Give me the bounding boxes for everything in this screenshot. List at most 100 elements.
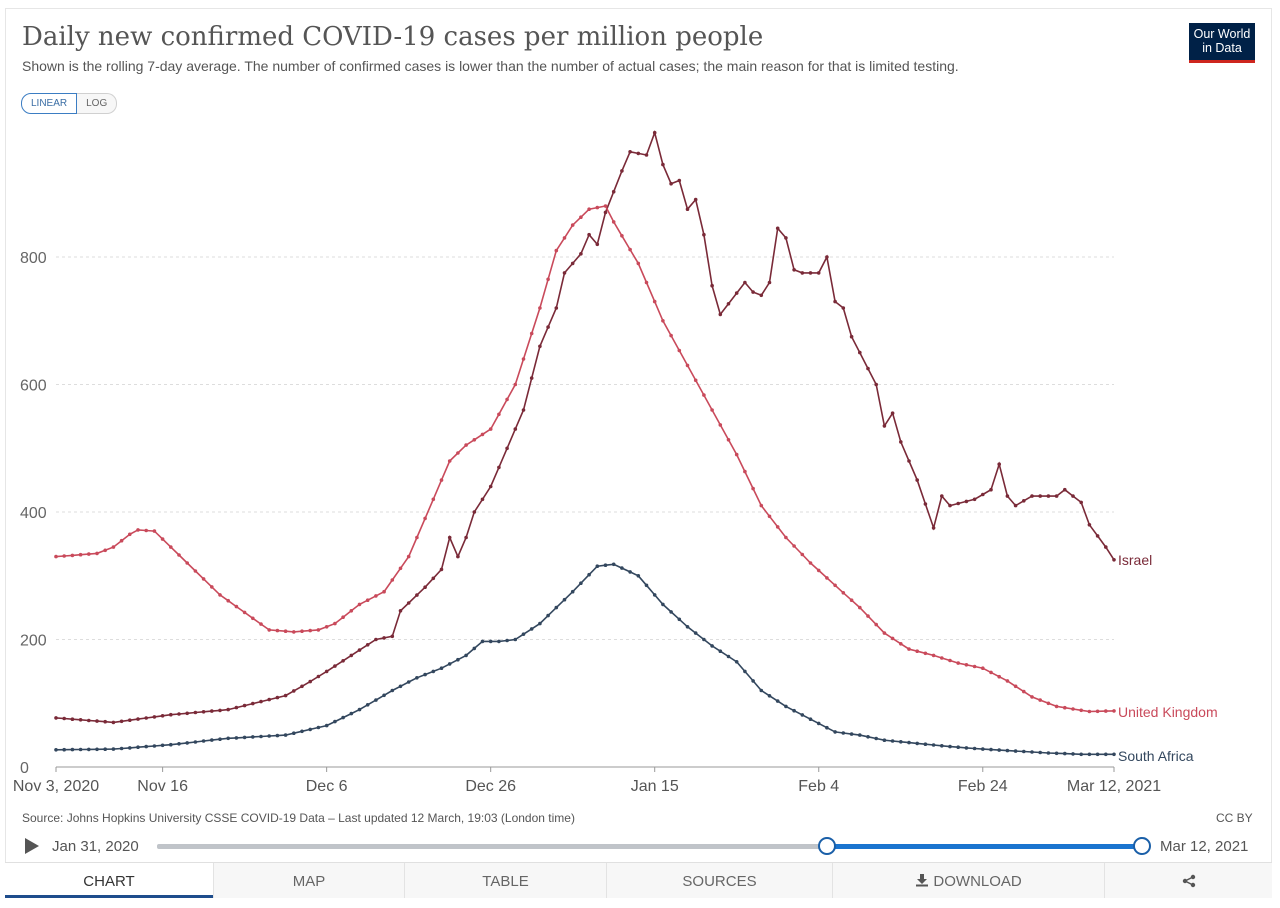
- tab-share[interactable]: [1104, 863, 1272, 898]
- tab-map[interactable]: MAP: [213, 863, 404, 898]
- data-point: [546, 613, 550, 618]
- download-icon: [916, 874, 929, 887]
- license-link[interactable]: CC BY: [1216, 811, 1253, 825]
- data-point: [800, 713, 805, 717]
- data-point: [669, 181, 673, 186]
- data-point: [357, 707, 362, 712]
- tab-sources[interactable]: SOURCES: [606, 863, 832, 898]
- data-point: [595, 205, 600, 210]
- data-point: [423, 516, 427, 521]
- series-label: Israel: [1118, 552, 1152, 568]
- data-point: [316, 674, 321, 679]
- data-point: [87, 747, 91, 752]
- data-point: [940, 744, 944, 748]
- data-point: [1063, 751, 1067, 756]
- data-point: [931, 743, 936, 747]
- data-point: [972, 664, 977, 669]
- data-point: [1046, 494, 1051, 498]
- data-point: [406, 601, 411, 605]
- data-point: [521, 408, 526, 412]
- timeline-track[interactable]: [157, 844, 1142, 849]
- play-button[interactable]: [25, 838, 39, 854]
- tab-table[interactable]: TABLE: [404, 863, 606, 898]
- data-point: [234, 604, 239, 609]
- log-scale-button[interactable]: LOG: [77, 93, 118, 114]
- data-point: [866, 366, 870, 371]
- data-point: [710, 283, 714, 288]
- data-point: [981, 747, 985, 751]
- data-point: [497, 639, 501, 644]
- data-point: [406, 554, 411, 559]
- data-point: [751, 486, 755, 491]
- data-point: [169, 545, 173, 549]
- data-point: [677, 348, 682, 353]
- data-point: [636, 261, 641, 266]
- data-point: [956, 745, 960, 749]
- tab-bar: CHART MAP TABLE SOURCES DOWNLOAD: [5, 862, 1272, 899]
- y-tick-label: 600: [20, 378, 47, 395]
- linear-scale-button[interactable]: LINEAR: [21, 93, 78, 114]
- owid-logo[interactable]: Our World in Data: [1189, 23, 1255, 63]
- data-point: [210, 585, 214, 589]
- x-tick-label: Nov 3, 2020: [13, 778, 99, 795]
- data-point: [620, 234, 624, 238]
- tab-download[interactable]: DOWNLOAD: [832, 863, 1104, 898]
- data-point: [62, 554, 66, 558]
- data-point: [193, 740, 198, 744]
- data-point: [849, 732, 854, 736]
- data-point: [538, 344, 542, 349]
- data-point: [923, 651, 928, 656]
- data-point: [95, 747, 99, 752]
- data-point: [398, 684, 403, 689]
- data-point: [398, 609, 403, 613]
- data-point: [825, 725, 829, 730]
- data-point: [874, 622, 878, 627]
- data-point: [874, 382, 878, 387]
- data-point: [357, 648, 362, 652]
- data-point: [899, 440, 903, 444]
- data-point: [251, 616, 255, 621]
- data-point: [972, 746, 977, 751]
- data-point: [357, 602, 362, 607]
- data-point: [570, 589, 575, 594]
- data-point: [661, 602, 665, 607]
- data-point: [562, 236, 567, 240]
- data-point: [702, 637, 706, 642]
- data-point: [242, 610, 247, 615]
- x-tick-label: Feb 24: [958, 778, 1008, 795]
- data-point: [70, 553, 75, 558]
- data-point: [251, 735, 255, 739]
- data-point: [423, 585, 427, 589]
- data-point: [611, 220, 616, 224]
- data-point: [784, 535, 788, 540]
- data-point: [316, 725, 321, 730]
- data-point: [210, 709, 214, 713]
- data-point: [95, 719, 99, 723]
- data-point: [472, 438, 477, 442]
- tab-chart[interactable]: CHART: [5, 863, 213, 898]
- data-point: [365, 598, 370, 602]
- timeline-start-handle[interactable]: [817, 837, 836, 855]
- data-point: [611, 189, 616, 194]
- data-point: [997, 748, 1001, 752]
- data-point: [923, 502, 928, 506]
- data-point: [1046, 751, 1051, 755]
- data-point: [628, 150, 632, 154]
- data-point: [858, 733, 862, 737]
- data-point: [1063, 705, 1067, 710]
- y-tick-label: 0: [20, 760, 29, 777]
- data-point: [1079, 500, 1083, 505]
- data-point: [726, 654, 731, 659]
- data-point: [800, 271, 805, 275]
- data-point: [316, 628, 321, 632]
- data-point: [136, 717, 140, 721]
- data-point: [472, 646, 477, 651]
- timeline-end-handle[interactable]: [1133, 837, 1151, 855]
- data-point: [1013, 749, 1018, 753]
- data-point: [685, 363, 690, 368]
- data-point: [734, 660, 739, 664]
- data-point: [767, 514, 772, 519]
- data-point: [743, 280, 747, 285]
- data-point: [767, 694, 772, 698]
- data-point: [1095, 709, 1100, 714]
